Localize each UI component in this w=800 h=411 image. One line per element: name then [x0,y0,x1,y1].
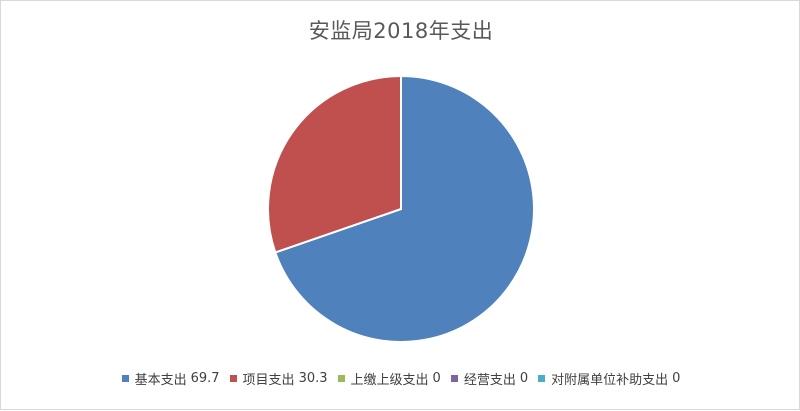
legend-swatch [121,375,129,382]
legend-item-1: 基本支出 69.7 [121,369,220,388]
legend-label: 上缴上级支出 [350,373,429,388]
chart-title: 安监局2018年支出 [308,19,494,43]
legend-value: 0 [519,371,529,386]
legend-item-4: 经营支出 0 [450,369,529,388]
legend-label: 项目支出 [242,373,295,388]
legend-label: 对附属单位补助支出 [551,373,669,388]
legend-swatch [337,375,345,382]
legend-value: 0 [432,371,441,386]
pie-slice-2 [267,74,402,254]
legend-value: 0 [672,371,681,386]
legend-label: 基本支出 [134,373,187,388]
legend-value: 30.3 [298,371,328,386]
legend-item-3: 上缴上级支出 0 [337,369,441,388]
legend-label: 经营支出 [463,373,516,388]
legend-value: 69.7 [190,371,220,386]
legend: 基本支出 69.7 项目支出 30.3 上缴上级支出 0 经营支出 0 对附属单位补助支出 0 [1,369,800,388]
legend-swatch [229,375,237,382]
pie-slice-1 [274,74,535,343]
legend-item-5: 对附属单位补助支出 0 [538,369,680,388]
legend-item-2: 项目支出 30.3 [229,369,328,388]
legend-swatch [450,375,458,382]
legend-swatch [538,375,546,382]
